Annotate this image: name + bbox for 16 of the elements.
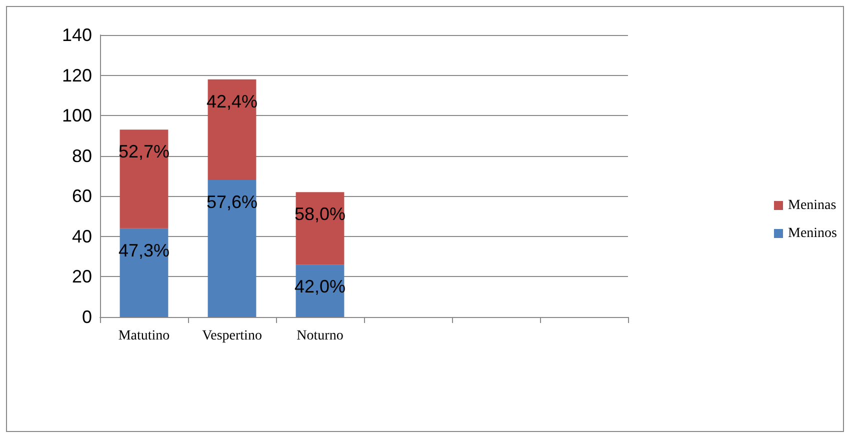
bar [120, 130, 168, 228]
legend-label: Meninas [788, 198, 836, 213]
y-tick-label: 0 [82, 307, 92, 327]
y-tick-label: 40 [72, 226, 92, 246]
x-tick-label: Vespertino [202, 328, 262, 344]
bar [208, 180, 256, 317]
legend-label: Meninos [788, 226, 837, 241]
y-tick-label: 140 [62, 25, 92, 45]
y-tick-label: 60 [72, 186, 92, 206]
y-tick-label: 120 [62, 65, 92, 86]
y-tick-label: 80 [72, 146, 92, 166]
x-tick-label: Matutino [118, 328, 170, 344]
y-tick-label: 20 [72, 266, 92, 287]
x-tick-label: Noturno [296, 328, 344, 344]
annotation: 52,7% [118, 142, 170, 162]
y-tick-label: 100 [62, 106, 92, 126]
